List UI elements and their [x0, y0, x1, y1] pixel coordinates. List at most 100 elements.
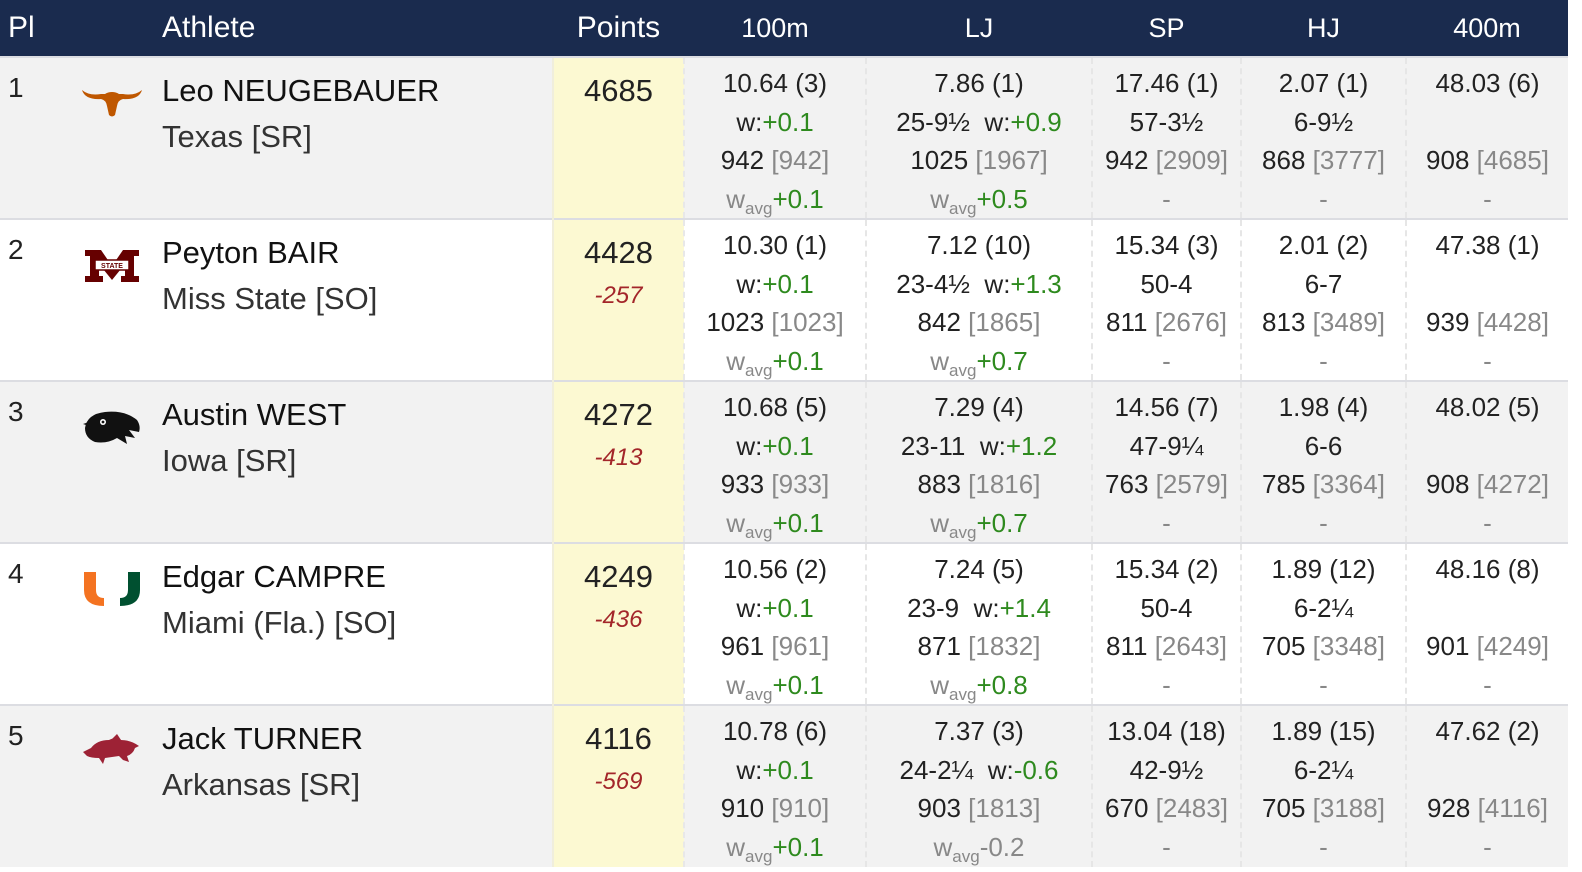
- wind-label: w:: [979, 430, 1006, 461]
- athlete-name[interactable]: Peyton BAIR: [162, 235, 340, 270]
- place: 5: [0, 704, 62, 867]
- event-mark[interactable]: 1.98 (4): [1278, 392, 1369, 422]
- event-mark[interactable]: 7.37 (3): [934, 716, 1024, 746]
- header-400m[interactable]: 400m: [1406, 0, 1568, 57]
- points-deficit: -436: [594, 606, 643, 633]
- wind-avg-none: -: [1319, 183, 1328, 214]
- place: 4: [0, 542, 62, 705]
- event-points: 942 [942]: [720, 145, 830, 175]
- athlete-name[interactable]: Leo NEUGEBAUER: [162, 73, 440, 108]
- header-hj[interactable]: HJ: [1241, 0, 1406, 57]
- event-mark[interactable]: 2.07 (1): [1278, 68, 1369, 98]
- event-cell: 1.89 (15) 6-2¼ 705 [3188] -: [1241, 704, 1407, 867]
- event-mark[interactable]: 47.62 (2): [1435, 716, 1540, 746]
- event-mark[interactable]: 7.29 (4): [934, 392, 1024, 422]
- event-wind-avg: -: [1242, 180, 1405, 219]
- header-lj[interactable]: LJ: [866, 0, 1092, 57]
- athlete-name[interactable]: Austin WEST: [162, 397, 347, 432]
- wind-label: w:: [736, 106, 763, 137]
- event-cell: 48.03 (6) 908 [4685] -: [1406, 56, 1568, 219]
- athlete-row[interactable]: 1 Leo NEUGEBAUER Texas [SR] 4685 10.64 (3…: [0, 56, 1568, 219]
- event-cell: 47.62 (2) 928 [4116] -: [1406, 704, 1568, 867]
- header-pl[interactable]: Pl: [0, 0, 62, 57]
- event-cell: 10.78 (6) w:+0.1 910 [910] wavg+0.1: [684, 704, 867, 867]
- wind-label: w:: [973, 592, 1000, 623]
- wind-value: +0.1: [762, 430, 814, 461]
- points-deficit: -413: [594, 444, 643, 471]
- athlete-row[interactable]: 3 Austin WEST Iowa [SR] 4272 -413 10.68 (5…: [0, 380, 1568, 543]
- event-mark[interactable]: 10.68 (5): [722, 392, 828, 422]
- event-cell: 1.89 (12) 6-2¼ 705 [3348] -: [1241, 542, 1407, 705]
- athlete-row[interactable]: 2 STATE Peyton BAIR Miss State [SO] 4428 -…: [0, 218, 1568, 381]
- event-mark[interactable]: 2.01 (2): [1278, 230, 1369, 260]
- event-mark[interactable]: 7.86 (1): [934, 68, 1024, 98]
- event-mark[interactable]: 1.89 (15): [1271, 716, 1376, 746]
- event-points: 871 [1832]: [917, 631, 1041, 661]
- wind-avg-value: +0.1: [772, 831, 824, 862]
- points-cell: 4116 -569: [552, 704, 685, 867]
- event-mark[interactable]: 47.38 (1): [1435, 230, 1540, 260]
- event-mark[interactable]: 48.16 (8): [1435, 554, 1540, 584]
- header-100m[interactable]: 100m: [684, 0, 866, 57]
- wind-avg-none: -: [1483, 183, 1492, 214]
- event-points: 763 [2579]: [1105, 469, 1228, 499]
- event-detail: 50-4: [1093, 589, 1240, 628]
- event-mark[interactable]: 13.04 (18): [1107, 716, 1226, 746]
- event-wind-avg: -: [1242, 342, 1405, 381]
- wind-value: +0.1: [762, 592, 814, 623]
- athlete-row[interactable]: 5 Jack TURNER Arkansas [SR] 4116 -569 10.7…: [0, 704, 1568, 867]
- event-points: 942 [2909]: [1105, 145, 1228, 175]
- wind-value: -0.6: [1013, 754, 1059, 785]
- event-wind-avg: -: [1242, 828, 1405, 867]
- athlete-row[interactable]: 4 Edgar CAMPRE Miami (Fla.) [SO] 4249 -436…: [0, 542, 1568, 705]
- event-mark[interactable]: 48.03 (6): [1435, 68, 1540, 98]
- event-mark[interactable]: 7.24 (5): [934, 554, 1024, 584]
- event-mark[interactable]: 10.56 (2): [722, 554, 828, 584]
- event-cell: 17.46 (1) 57-3½ 942 [2909] -: [1092, 56, 1242, 219]
- event-wind-avg: wavg+0.5: [867, 180, 1091, 219]
- imperial-mark: 42-9½: [1129, 754, 1204, 785]
- event-mark[interactable]: 14.56 (7): [1114, 392, 1219, 422]
- event-points: 785 [3364]: [1262, 469, 1385, 499]
- header-sp[interactable]: SP: [1092, 0, 1241, 57]
- miss-state-logo: STATE: [62, 218, 162, 381]
- wind-avg-none: -: [1483, 345, 1492, 376]
- wind-label: w:: [736, 430, 763, 461]
- wind-avg-none: -: [1162, 183, 1171, 214]
- event-wind-avg: wavg+0.1: [685, 180, 865, 219]
- event-cell: 14.56 (7) 47-9¼ 763 [2579] -: [1092, 380, 1242, 543]
- wind-avg-value: +0.1: [772, 345, 824, 376]
- wind-avg-label: wavg: [930, 669, 977, 704]
- wind-avg-none: -: [1483, 831, 1492, 862]
- wind-avg-value: +0.8: [976, 669, 1028, 700]
- header-athlete[interactable]: Athlete: [162, 0, 553, 57]
- header-points[interactable]: Points: [553, 0, 684, 57]
- wind-avg-label: wavg: [930, 507, 977, 542]
- event-cell: 48.16 (8) 901 [4249] -: [1406, 542, 1568, 705]
- wind-value: +1.4: [999, 592, 1051, 623]
- event-mark[interactable]: 10.30 (1): [722, 230, 828, 260]
- event-mark[interactable]: 17.46 (1): [1114, 68, 1219, 98]
- event-points: 908 [4685]: [1426, 145, 1549, 175]
- wind-avg-none: -: [1319, 345, 1328, 376]
- wind-avg-none: -: [1319, 669, 1328, 700]
- wind-label: w:: [987, 754, 1014, 785]
- event-mark[interactable]: 10.64 (3): [722, 68, 828, 98]
- event-points: 908 [4272]: [1426, 469, 1549, 499]
- event-mark[interactable]: 7.12 (10): [926, 230, 1032, 260]
- event-detail: 24-2¼ w:-0.6: [867, 751, 1091, 790]
- event-wind-avg: wavg+0.1: [685, 504, 865, 543]
- event-mark[interactable]: 10.78 (6): [722, 716, 828, 746]
- event-mark[interactable]: 1.89 (12): [1271, 554, 1376, 584]
- event-mark[interactable]: 15.34 (3): [1114, 230, 1219, 260]
- wind-avg-none: -: [1319, 507, 1328, 538]
- athlete-name[interactable]: Edgar CAMPRE: [162, 559, 386, 594]
- event-cell: 7.24 (5) 23-9 w:+1.4 871 [1832] wavg+0.8: [866, 542, 1093, 705]
- wind-avg-label: wavg: [930, 345, 977, 380]
- event-mark[interactable]: 48.02 (5): [1435, 392, 1540, 422]
- imperial-mark: 6-2¼: [1293, 754, 1354, 785]
- event-mark[interactable]: 15.34 (2): [1114, 554, 1219, 584]
- place: 3: [0, 380, 62, 543]
- athlete-name[interactable]: Jack TURNER: [162, 721, 363, 756]
- wind-avg-none: -: [1483, 507, 1492, 538]
